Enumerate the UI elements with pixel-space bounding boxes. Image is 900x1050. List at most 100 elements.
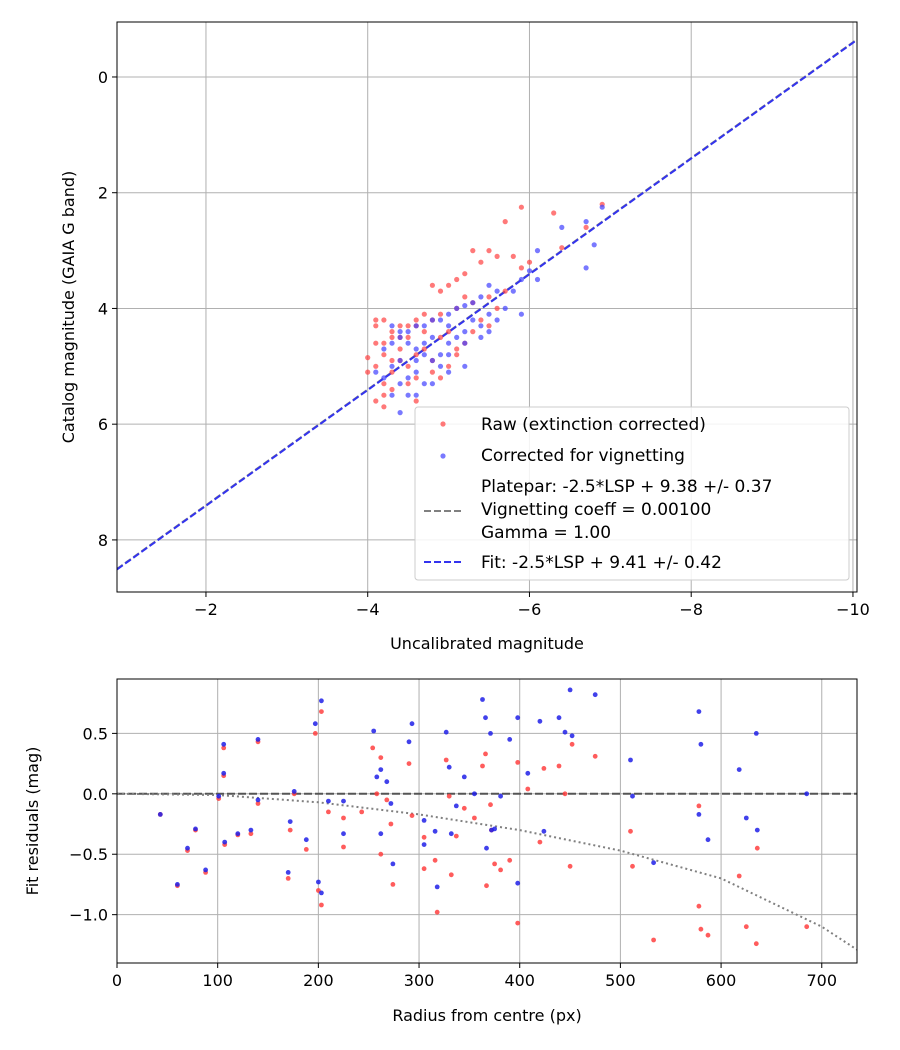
raw-extinction-corrected-point — [381, 352, 387, 358]
corrected-point — [235, 831, 241, 837]
corrected-point — [567, 687, 573, 693]
bottom-ticks: 0 100 200 300 400 500 600 700 −1.0 −0.5 0.0 0.5 — [69, 724, 837, 990]
legend: Raw (extinction corrected) Corrected for… — [414, 406, 850, 581]
raw-extinction-corrected-point — [413, 352, 419, 358]
raw-extinction-corrected-point — [446, 363, 452, 369]
corrected-point — [248, 827, 254, 833]
corrected-point — [461, 774, 467, 780]
corrected-for-vignetting-point — [454, 305, 460, 311]
raw-point — [705, 932, 711, 938]
x-tick-label: −8 — [679, 600, 703, 619]
corrected-for-vignetting-point — [591, 242, 597, 248]
raw-extinction-corrected-point — [486, 248, 492, 254]
raw-extinction-corrected-point — [421, 311, 427, 317]
raw-point — [421, 834, 427, 840]
raw-point — [492, 861, 497, 867]
top-x-axis-label: Uncalibrated magnitude — [390, 634, 584, 653]
corrected-point — [303, 837, 309, 843]
y-tick-label: 8 — [98, 531, 108, 550]
corrected-point — [216, 793, 222, 799]
raw-extinction-corrected-point — [373, 340, 379, 346]
corrected-for-vignetting-point — [583, 265, 589, 271]
corrected-for-vignetting-point — [397, 357, 403, 364]
corrected-for-vignetting-point — [446, 311, 452, 317]
raw-extinction-corrected-point — [518, 204, 525, 210]
corrected-point — [203, 867, 209, 873]
raw-extinction-corrected-point — [389, 386, 395, 393]
raw-extinction-corrected-point — [373, 363, 379, 369]
raw-extinction-corrected-point — [437, 311, 444, 317]
raw-extinction-corrected-point — [389, 357, 395, 364]
bottom-reference-lines — [116, 792, 858, 951]
corrected-point — [185, 845, 190, 851]
corrected-for-vignetting-point — [437, 363, 444, 369]
x-tick-label: 300 — [404, 971, 435, 990]
legend-label-corrected: Corrected for vignetting — [481, 446, 685, 466]
corrected-for-vignetting-point — [421, 381, 427, 387]
raw-point — [406, 761, 412, 766]
x-tick-label: −10 — [836, 600, 870, 619]
corrected-for-vignetting-point — [559, 224, 565, 230]
raw-point — [651, 937, 656, 943]
raw-point — [341, 844, 346, 850]
y-tick-label: −1.0 — [69, 906, 108, 925]
raw-extinction-corrected-point — [381, 381, 387, 387]
corrected-for-vignetting-point — [381, 375, 387, 381]
corrected-point — [390, 861, 396, 867]
raw-extinction-corrected-point — [373, 398, 379, 404]
y-tick-label: 0.0 — [83, 785, 108, 804]
raw-extinction-corrected-point — [373, 323, 379, 329]
raw-point — [341, 815, 346, 821]
raw-extinction-corrected-point — [421, 329, 427, 335]
x-tick-label: 100 — [202, 971, 233, 990]
corrected-point — [421, 818, 427, 823]
corrected-point — [341, 831, 346, 837]
corrected-point — [316, 879, 321, 885]
legend-marker-corrected — [440, 453, 446, 459]
raw-point — [255, 801, 261, 806]
raw-point — [388, 821, 394, 827]
corrected-point — [484, 845, 489, 851]
raw-extinction-corrected-point — [413, 398, 419, 404]
raw-point — [378, 755, 384, 760]
corrected-point — [255, 797, 261, 803]
raw-extinction-corrected-point — [502, 288, 508, 294]
corrected-for-vignetting-point — [429, 317, 435, 323]
raw-point — [319, 709, 324, 714]
corrected-point — [175, 882, 180, 887]
corrected-point — [421, 842, 427, 847]
raw-point — [696, 903, 702, 909]
corrected-for-vignetting-point — [405, 340, 411, 346]
raw-extinction-corrected-point — [446, 329, 452, 335]
raw-extinction-corrected-point — [405, 381, 411, 387]
raw-extinction-corrected-point — [486, 323, 492, 329]
legend-label-gamma: Gamma = 1.00 — [481, 523, 611, 543]
corrected-for-vignetting-point — [413, 357, 419, 364]
raw-extinction-corrected-point — [470, 329, 476, 335]
raw-extinction-corrected-point — [462, 271, 468, 277]
bottom-gridlines — [116, 679, 857, 963]
corrected-point — [696, 812, 702, 817]
corrected-point — [754, 827, 760, 833]
raw-extinction-corrected-point — [413, 375, 419, 381]
raw-point — [498, 867, 503, 873]
corrected-for-vignetting-point — [502, 305, 508, 311]
raw-point — [319, 902, 324, 908]
corrected-for-vignetting-point — [397, 410, 403, 416]
bottom-y-axis-label: Fit residuals (mag) — [23, 747, 42, 896]
corrected-point — [453, 803, 459, 809]
raw-point — [378, 851, 384, 857]
raw-extinction-corrected-point — [429, 282, 435, 288]
corrected-point — [628, 757, 633, 763]
corrected-point — [525, 770, 531, 776]
raw-point — [515, 920, 521, 926]
top-y-axis-label: Catalog magnitude (GAIA G band) — [59, 171, 78, 443]
raw-point — [448, 872, 454, 878]
raw-extinction-corrected-point — [429, 369, 435, 375]
corrected-for-vignetting-point — [413, 392, 419, 398]
legend-label-vignetting: Vignetting coeff = 0.00100 — [481, 500, 711, 520]
raw-point — [434, 909, 440, 915]
raw-point — [753, 941, 759, 947]
corrected-point — [562, 729, 568, 735]
